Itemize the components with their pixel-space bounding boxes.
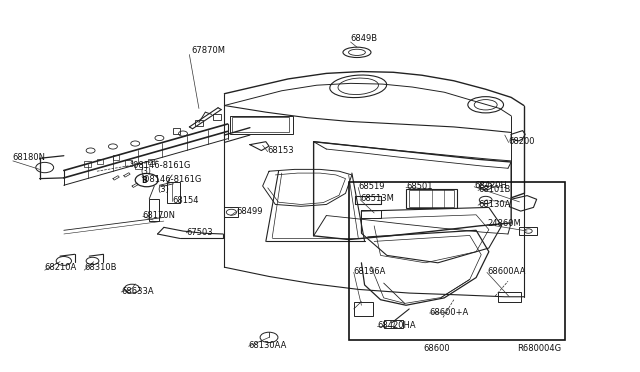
Text: 68499: 68499 bbox=[236, 206, 262, 216]
Text: 68420H: 68420H bbox=[474, 182, 507, 190]
Text: 68600AA: 68600AA bbox=[487, 267, 525, 276]
Bar bbox=[406, 189, 457, 208]
Bar bbox=[499, 292, 521, 302]
Text: °08146-8161G: °08146-8161G bbox=[140, 175, 202, 184]
Text: °08146-8161G: °08146-8161G bbox=[129, 161, 190, 170]
Text: 68420HA: 68420HA bbox=[378, 321, 416, 330]
Text: 68196A: 68196A bbox=[354, 267, 386, 276]
Text: 67503: 67503 bbox=[186, 228, 213, 237]
Bar bbox=[230, 116, 293, 134]
Bar bbox=[148, 159, 154, 164]
Bar bbox=[349, 182, 565, 340]
Text: (3): (3) bbox=[157, 185, 170, 194]
Bar bbox=[520, 227, 538, 235]
Bar bbox=[167, 182, 180, 203]
Bar bbox=[149, 199, 159, 221]
Bar bbox=[195, 120, 203, 126]
Text: (3): (3) bbox=[140, 167, 151, 176]
Bar bbox=[384, 320, 403, 328]
Text: 68154: 68154 bbox=[172, 196, 198, 205]
Text: B: B bbox=[141, 176, 147, 185]
Bar bbox=[354, 302, 373, 316]
Text: 68130AA: 68130AA bbox=[248, 341, 287, 350]
Text: 6849B: 6849B bbox=[351, 34, 378, 43]
Text: 68513M: 68513M bbox=[360, 195, 394, 203]
Bar bbox=[125, 160, 132, 166]
Text: 68600+A: 68600+A bbox=[429, 308, 469, 317]
Text: 67870M: 67870M bbox=[191, 46, 225, 55]
Text: 68130A: 68130A bbox=[478, 200, 511, 209]
Bar bbox=[97, 159, 103, 164]
Bar bbox=[225, 207, 239, 217]
Bar bbox=[213, 114, 221, 120]
Text: R680004G: R680004G bbox=[518, 344, 562, 353]
Text: 68153: 68153 bbox=[268, 147, 294, 155]
Bar bbox=[135, 163, 141, 169]
Bar bbox=[113, 155, 119, 160]
Bar bbox=[362, 211, 381, 218]
Text: 68180N: 68180N bbox=[13, 153, 46, 162]
Bar bbox=[84, 161, 92, 167]
Text: 68519: 68519 bbox=[358, 182, 385, 191]
Text: 24860M: 24860M bbox=[487, 219, 521, 228]
Text: 68501: 68501 bbox=[406, 182, 433, 191]
Text: 68633A: 68633A bbox=[121, 287, 154, 296]
Text: 68101B: 68101B bbox=[478, 185, 511, 194]
Bar bbox=[232, 117, 289, 132]
Text: 68200: 68200 bbox=[509, 137, 535, 146]
Text: 68310B: 68310B bbox=[84, 263, 116, 272]
Bar bbox=[408, 190, 454, 207]
Text: 68600: 68600 bbox=[423, 344, 450, 353]
Bar bbox=[173, 128, 180, 134]
Text: 68210A: 68210A bbox=[45, 263, 77, 272]
Text: 68170N: 68170N bbox=[143, 211, 176, 220]
